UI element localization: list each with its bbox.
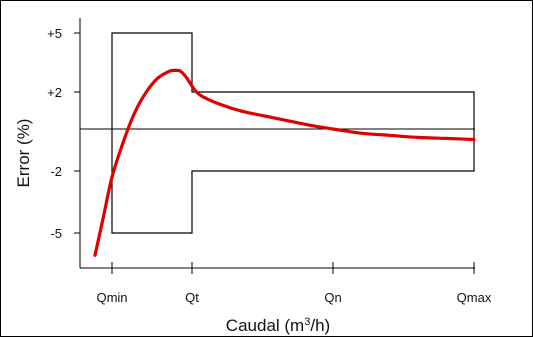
x-axis-title-main: Caudal (m: [226, 316, 304, 335]
x-ticks: Qmin Qt Qn Qmax: [96, 262, 492, 305]
y-tick-label: -5: [50, 226, 62, 241]
x-axis-title-tail: /h): [310, 316, 330, 335]
y-tick-label: +5: [47, 26, 62, 41]
x-tick-label: Qt: [185, 290, 199, 305]
x-tick-label: Qn: [324, 290, 341, 305]
x-tick-label: Qmax: [457, 290, 492, 305]
tolerance-envelope: [111, 32, 475, 234]
y-tick-label: -2: [50, 164, 62, 179]
x-axis-title-superscript: 3: [304, 316, 310, 328]
y-ticks: +5 +2 -2 -5: [47, 26, 80, 241]
x-tick-label: Qmin: [96, 290, 127, 305]
error-curve-series: [93, 68, 476, 257]
y-axis-title: Error (%): [14, 119, 33, 188]
x-axis-title: Caudal (m3/h): [226, 316, 330, 335]
y-tick-label: +2: [47, 85, 62, 100]
